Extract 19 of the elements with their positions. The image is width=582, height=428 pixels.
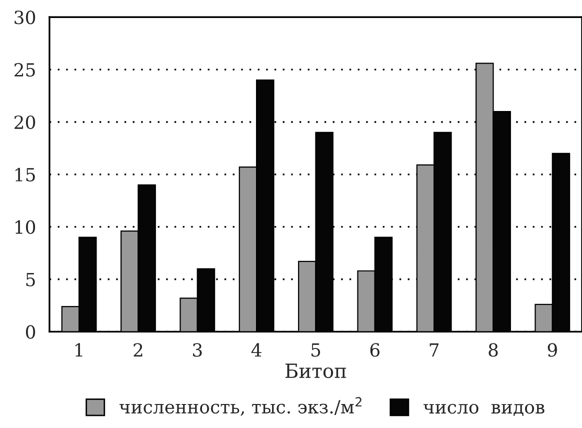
x-tick-label: 1	[76, 343, 82, 357]
x-tick-label: 3	[193, 343, 202, 357]
y-tick-label: 5	[26, 272, 35, 286]
legend-label: число видов	[424, 404, 544, 416]
x-tick-label: 5	[312, 343, 320, 357]
x-tick-label: 7	[430, 343, 439, 357]
y-tick-label: 0	[26, 325, 36, 339]
x-tick-label: 2	[134, 343, 142, 357]
x-tick-label: 8	[488, 343, 498, 357]
y-tick-label: 20	[14, 115, 36, 130]
y-tick-label: 25	[14, 63, 35, 77]
legend-label: численность, тыс. экз./м$^{2}$	[119, 397, 362, 416]
y-tick-label: 30	[14, 10, 36, 24]
y-tick-label: 15	[16, 168, 35, 182]
x-tick-label: 9	[548, 343, 557, 357]
x-tick-label: 4	[251, 343, 262, 357]
x-tick-label: 6	[370, 343, 380, 357]
y-tick-label: 10	[16, 220, 36, 234]
x-axis-title: Битоп	[285, 364, 346, 378]
